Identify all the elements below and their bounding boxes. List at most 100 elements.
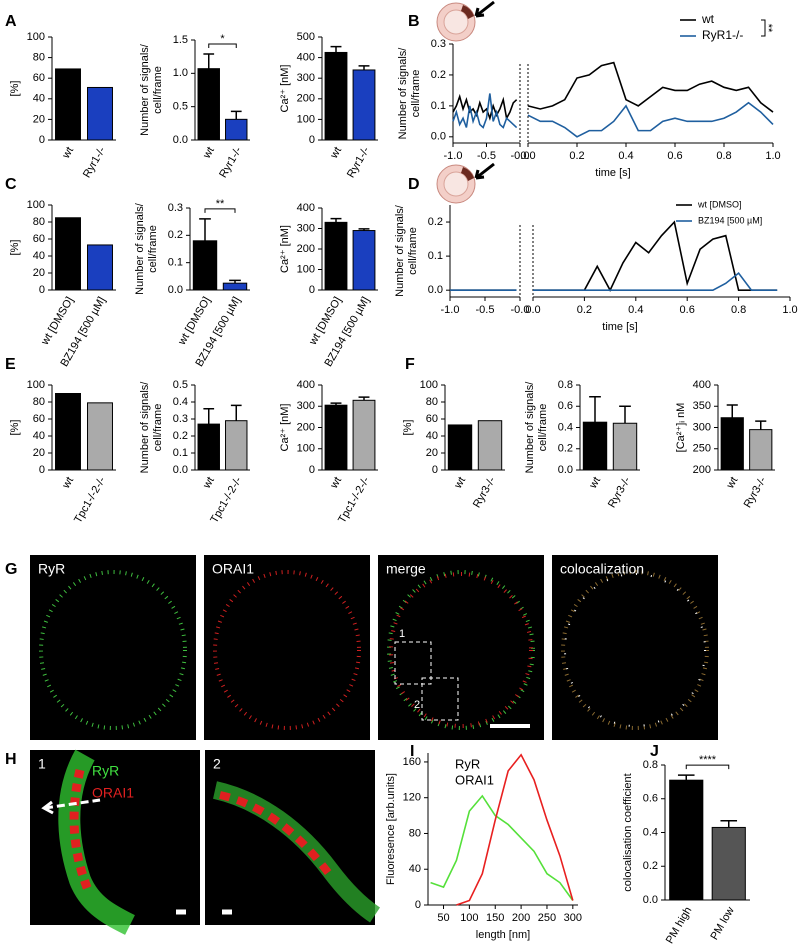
y-tick-label: 300 <box>297 222 315 234</box>
y-axis-label: Number of signals/ <box>524 381 536 474</box>
bar <box>87 402 113 471</box>
y-tick-label: 160 <box>403 756 421 768</box>
y-tick-label: 100 <box>420 379 438 391</box>
y-axis-label: [%] <box>9 420 21 436</box>
x-tick-label: wt <box>724 475 740 491</box>
y-axis-label: cell/frame <box>147 225 159 273</box>
error-bar <box>677 774 695 781</box>
cell-icon <box>436 162 495 204</box>
x-tick-label: 0.6 <box>667 150 682 162</box>
x-tick-label: 150 <box>486 912 504 924</box>
image-label: 1 <box>38 756 46 772</box>
x-axis-label: length [nm] <box>476 929 530 941</box>
panel-letter: H <box>5 751 17 768</box>
y-tick-label: 80 <box>33 216 45 228</box>
y-tick-label: 0 <box>309 134 315 146</box>
x-tick-label: -1.0 <box>444 150 463 162</box>
y-axis-label: [%] <box>9 81 21 97</box>
bar <box>222 282 248 291</box>
y-tick-label: 40 <box>33 93 45 105</box>
y-tick-label: 40 <box>33 430 45 442</box>
y-axis-label: [%] <box>9 240 21 256</box>
y-tick-label: 200 <box>297 243 315 255</box>
panel-letter: I <box>410 743 414 760</box>
x-tick-label: wt <box>587 475 603 491</box>
y-tick-label: 0.5 <box>173 101 188 113</box>
error-bar <box>358 396 370 401</box>
y-axis-label: colocalisation coefficient <box>622 773 634 891</box>
cell-icon <box>436 0 495 42</box>
error-bar <box>619 405 631 424</box>
y-axis-label: cell/frame <box>410 70 422 118</box>
legend-label: wt <box>701 12 715 26</box>
series-line <box>533 272 778 291</box>
bar <box>352 230 376 291</box>
error-bar <box>358 65 370 70</box>
error-bar <box>229 279 241 284</box>
x-tick-label: -0.5 <box>476 304 495 316</box>
x-tick-label: 0.8 <box>731 304 746 316</box>
bar <box>720 417 744 471</box>
y-tick-label: 0.0 <box>173 134 188 146</box>
x-tick-label: -0.0 <box>511 304 530 316</box>
x-tick-label: wt <box>60 145 76 161</box>
x-tick-label: Ryr1-/- <box>217 145 244 180</box>
y-tick-label: 60 <box>426 413 438 425</box>
y-tick-label: 200 <box>693 464 711 476</box>
x-tick-label: 1.0 <box>765 150 780 162</box>
x-axis-label: time [s] <box>602 321 637 333</box>
x-tick-label: -0.5 <box>477 150 496 162</box>
y-tick-label: 1.5 <box>173 34 188 46</box>
y-tick-label: 20 <box>426 447 438 459</box>
x-tick-label: wt <box>452 475 468 491</box>
y-tick-label: 0.0 <box>428 284 443 296</box>
y-tick-label: 100 <box>297 263 315 275</box>
y-tick-label: 0.1 <box>431 100 446 112</box>
y-axis-label: Number of signals/ <box>139 381 151 474</box>
y-axis-label: Number of signals/ <box>139 43 151 136</box>
x-tick-label: PM high <box>664 905 695 946</box>
y-tick-label: 0.2 <box>168 229 183 241</box>
series-line <box>527 101 774 138</box>
y-axis-label: cell/frame <box>152 66 164 114</box>
image-label: merge <box>386 561 426 577</box>
y-tick-label: 0.0 <box>431 131 446 143</box>
y-tick-label: 120 <box>403 792 421 804</box>
y-tick-label: 0.4 <box>558 421 573 433</box>
y-tick-label: 0.6 <box>643 793 658 805</box>
y-tick-label: 250 <box>693 443 711 455</box>
bar <box>55 217 81 291</box>
y-tick-label: 400 <box>297 379 315 391</box>
y-tick-label: 0.6 <box>558 400 573 412</box>
legend-label: RyR <box>455 756 480 771</box>
y-tick-label: 40 <box>409 863 421 875</box>
y-tick-label: 0.1 <box>173 447 188 459</box>
y-axis-label: Number of signals/ <box>134 202 146 295</box>
y-tick-label: 80 <box>33 396 45 408</box>
series-line <box>452 93 518 129</box>
image-label: 2 <box>213 756 221 772</box>
x-tick-label: -1.0 <box>441 304 460 316</box>
x-tick-label: 250 <box>538 912 556 924</box>
inset-label: 1 <box>399 628 405 640</box>
y-tick-label: 0.1 <box>428 250 443 262</box>
y-tick-label: 0.2 <box>431 69 446 81</box>
y-tick-label: 0.4 <box>173 396 188 408</box>
y-tick-label: 60 <box>33 233 45 245</box>
y-tick-label: 0.8 <box>643 759 658 771</box>
panel-letter: G <box>5 561 17 578</box>
x-tick-label: Ryr1-/- <box>81 145 108 180</box>
micrograph: 1 RyR ORAI1 <box>30 749 200 935</box>
x-tick-label: 0.6 <box>680 304 695 316</box>
y-tick-label: 400 <box>693 379 711 391</box>
y-tick-label: 0 <box>39 464 45 476</box>
micrograph: RyR <box>30 555 196 740</box>
x-tick-label: Tpc1-/-2-/- <box>72 475 108 526</box>
y-tick-label: 1.0 <box>173 67 188 79</box>
bar <box>324 221 348 291</box>
x-tick-label: 100 <box>460 912 478 924</box>
x-tick-label: 0.8 <box>716 150 731 162</box>
x-tick-label: wt <box>328 145 344 161</box>
x-tick-label: 0.0 <box>525 304 540 316</box>
image-label: RyR <box>38 561 65 577</box>
